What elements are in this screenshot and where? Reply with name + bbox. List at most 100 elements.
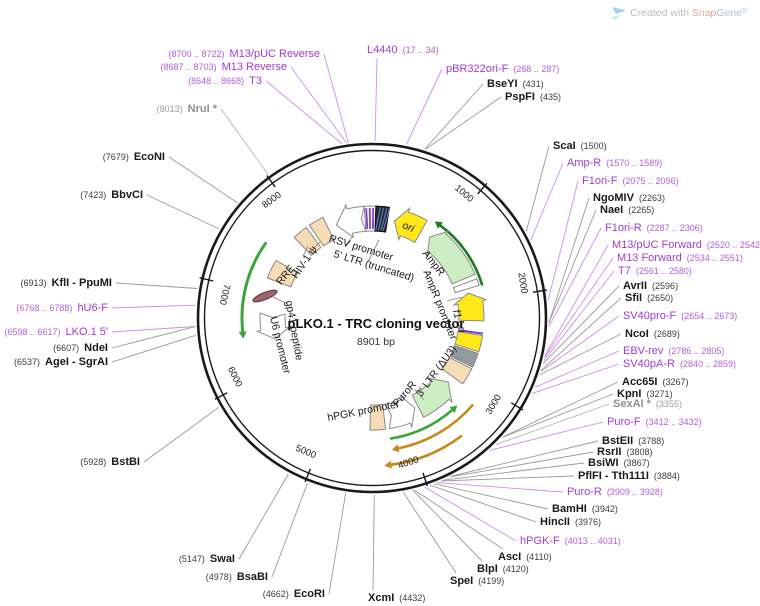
site-label-part: NcoI [625, 328, 649, 340]
site-label-lko-1-5[interactable]: (6598 .. 6617) LKO.1 5' [4, 326, 108, 338]
feature-rre-box[interactable] [266, 259, 299, 288]
site-label-pbr322ori-f[interactable]: pBR322ori-F (268 .. 287) [446, 63, 559, 75]
feature-ampr-arrow[interactable] [426, 230, 476, 285]
orf-direction-arrowhead-3 [391, 444, 400, 453]
site-label-xcmi[interactable]: XcmI (4432) [368, 592, 425, 604]
feature-label-hiv-1[interactable]: HIV-1 ψ [289, 244, 319, 281]
label-connector-line-kpni [502, 393, 614, 438]
site-label-acc65i[interactable]: Acc65I (3267) [622, 376, 689, 388]
site-label-part: (3808) [626, 447, 652, 457]
site-label-part: (7423) [80, 190, 106, 200]
site-label-f1ori-r[interactable]: F1ori-R (2287 .. 2306) [605, 222, 703, 234]
site-label-ncoi[interactable]: NcoI (2689) [625, 328, 680, 340]
site-label-bseyi[interactable]: BseYI (431) [487, 78, 544, 90]
site-label-m13-reverse[interactable]: (8687 .. 8703) M13 Reverse [161, 61, 287, 73]
site-label-part: KpnI [617, 388, 641, 400]
site-label-spei[interactable]: SpeI (4199) [450, 575, 504, 587]
site-label-asci[interactable]: AscI (4110) [498, 551, 552, 563]
site-label-bamhi[interactable]: BamHI (3942) [552, 503, 618, 515]
site-label-part: NruI * [188, 103, 218, 115]
site-label-part: Puro-R [567, 486, 602, 498]
site-label-part: BlpI [477, 563, 498, 575]
site-label-nrui[interactable]: (8013) NruI * [157, 103, 218, 115]
site-label-agei-sgrai[interactable]: (6537) AgeI - SgrAI [14, 356, 108, 368]
site-label-part: (3976) [575, 517, 601, 527]
label-connector-line-lko-1-5 [111, 326, 196, 333]
label-connector-line-sv40pro-f [540, 315, 620, 373]
site-label-pflfi-tth111i[interactable]: PflFI - Tth111I (3884) [578, 470, 680, 482]
site-label-part: PflFI - Tth111I [578, 470, 649, 482]
site-label-part: (7679) [103, 152, 129, 162]
site-label-swai[interactable]: (5147) SwaI [179, 553, 235, 565]
site-label-bsteii[interactable]: BstEII (3788) [602, 435, 664, 447]
site-label-l4440[interactable]: L4440 (17 .. 34) [367, 44, 439, 56]
site-label-avrii[interactable]: AvrII (2596) [623, 280, 678, 292]
feature-leader-line-1 [367, 239, 380, 263]
site-label-ndei[interactable]: (6607) NdeI [53, 342, 108, 354]
site-label-kfli-ppumi[interactable]: (6913) KflI - PpuMI [20, 277, 112, 289]
site-label-sexai[interactable]: SexAI * (3355) [613, 398, 682, 410]
feature-label-ori[interactable]: ori [400, 219, 416, 235]
feature-hiv1-psi-box-b[interactable] [308, 216, 335, 247]
feature-three-ltr-gray-box[interactable] [449, 344, 479, 368]
site-label-part: (4662) [263, 589, 289, 599]
site-label-kpni[interactable]: KpnI (3271) [617, 388, 672, 400]
feature-gp41-peptide-shape[interactable] [252, 288, 279, 304]
feature-three-ltr-yellow-box-edge-stripe [458, 329, 484, 335]
feature-puror-arrow[interactable] [411, 377, 453, 418]
feature-five-ltr-dark-box[interactable] [374, 205, 391, 233]
site-label-econi[interactable]: (7679) EcoNI [103, 151, 165, 163]
site-label-t3[interactable]: (8648 .. 8668) T3 [188, 75, 262, 87]
plasmid-title: pLKO.1 - TRC cloning vector [288, 316, 465, 331]
site-label-bsabi[interactable]: (4978) BsaBI [206, 571, 268, 583]
site-label-hincii[interactable]: HincII (3976) [540, 516, 601, 528]
site-label-rsrii[interactable]: RsrII (3808) [597, 446, 652, 458]
site-label-sfii[interactable]: SfiI (2650) [625, 292, 673, 304]
site-label-hu6-f[interactable]: (6768 .. 6788) hU6-F [16, 302, 108, 314]
site-label-m13-puc-forward[interactable]: M13/pUC Forward (2520 .. 2542) [612, 239, 760, 251]
site-label-pspfi[interactable]: PspFI (435) [505, 91, 561, 103]
feature-f1-ori-arrow[interactable] [452, 292, 487, 322]
site-label-sv40pa-r[interactable]: SV40pA-R (2840 .. 2859) [623, 358, 736, 370]
feature-five-ltr-dark-box-hatch-1 [377, 207, 385, 231]
feature-hpgk-tan-box[interactable] [369, 403, 387, 431]
site-label-part: SwaI [210, 553, 235, 565]
feature-rsv-promoter-arrow[interactable] [335, 203, 367, 239]
site-label-naei[interactable]: NaeI (2265) [600, 204, 654, 216]
watermark-brand-gene: Gene [716, 7, 742, 19]
site-label-hpgk-f[interactable]: hPGK-F (4013 .. 4031) [520, 535, 621, 547]
site-label-m13-puc-reverse[interactable]: (8700 .. 8722) M13/pUC Reverse [168, 48, 320, 60]
site-label-bbvci[interactable]: (7423) BbvCI [80, 189, 143, 201]
orf-direction-arc-0 [439, 224, 484, 286]
label-connector-line-swai [238, 473, 289, 560]
site-label-puro-r[interactable]: Puro-R (3909 .. 3928) [567, 486, 663, 498]
site-label-amp-r[interactable]: Amp-R (1570 .. 1589) [567, 157, 662, 169]
site-label-f1ori-f[interactable]: F1ori-F (2075 .. 2096) [582, 175, 679, 187]
site-label-m13-forward[interactable]: M13 Forward (2534 .. 2551) [617, 252, 743, 264]
site-label-puro-f[interactable]: Puro-F (3412 .. 3432) [607, 416, 702, 428]
site-label-part: (4432) [399, 593, 425, 603]
site-label-scai[interactable]: ScaI (1500) [553, 140, 607, 152]
feature-ampr-promoter-box[interactable] [452, 278, 480, 294]
feature-u6-promoter-arrow[interactable] [256, 312, 292, 340]
feature-hpgk-promoter-arrow[interactable] [384, 394, 416, 430]
orf-direction-arrowhead-2 [449, 405, 458, 414]
feature-three-ltr-yellow-box[interactable] [454, 331, 484, 353]
site-label-sv40pro-f[interactable]: SV40pro-F (2654 .. 2673) [623, 310, 737, 322]
site-label-part: EcoRI [294, 588, 325, 600]
site-label-bsiwi[interactable]: BsiWI (3867) [588, 457, 650, 469]
feature-label-hpgk-promoter[interactable]: hPGK promoter [326, 398, 400, 424]
site-label-blpi[interactable]: BlpI (4120) [477, 563, 529, 575]
feature-five-ltr-dark-box-hatch-2 [380, 207, 388, 231]
site-label-ebv-rev[interactable]: EBV-rev (2786 .. 2805) [623, 345, 724, 357]
tick-mark-5000 [304, 468, 311, 483]
site-label-part: NaeI [600, 204, 623, 216]
site-label-part: (268 .. 287) [513, 64, 559, 74]
site-label-ngomiv[interactable]: NgoMIV (2263) [593, 192, 665, 204]
label-connector-line-t3 [265, 80, 343, 144]
site-label-ecori[interactable]: (4662) EcoRI [263, 588, 325, 600]
feature-three-ltr-tan-box[interactable] [441, 356, 473, 385]
feature-ori-arrow[interactable] [393, 206, 428, 243]
site-label-t7[interactable]: T7 (2561 .. 2580) [618, 265, 692, 277]
site-label-bstbi[interactable]: (5928) BstBI [80, 456, 140, 468]
